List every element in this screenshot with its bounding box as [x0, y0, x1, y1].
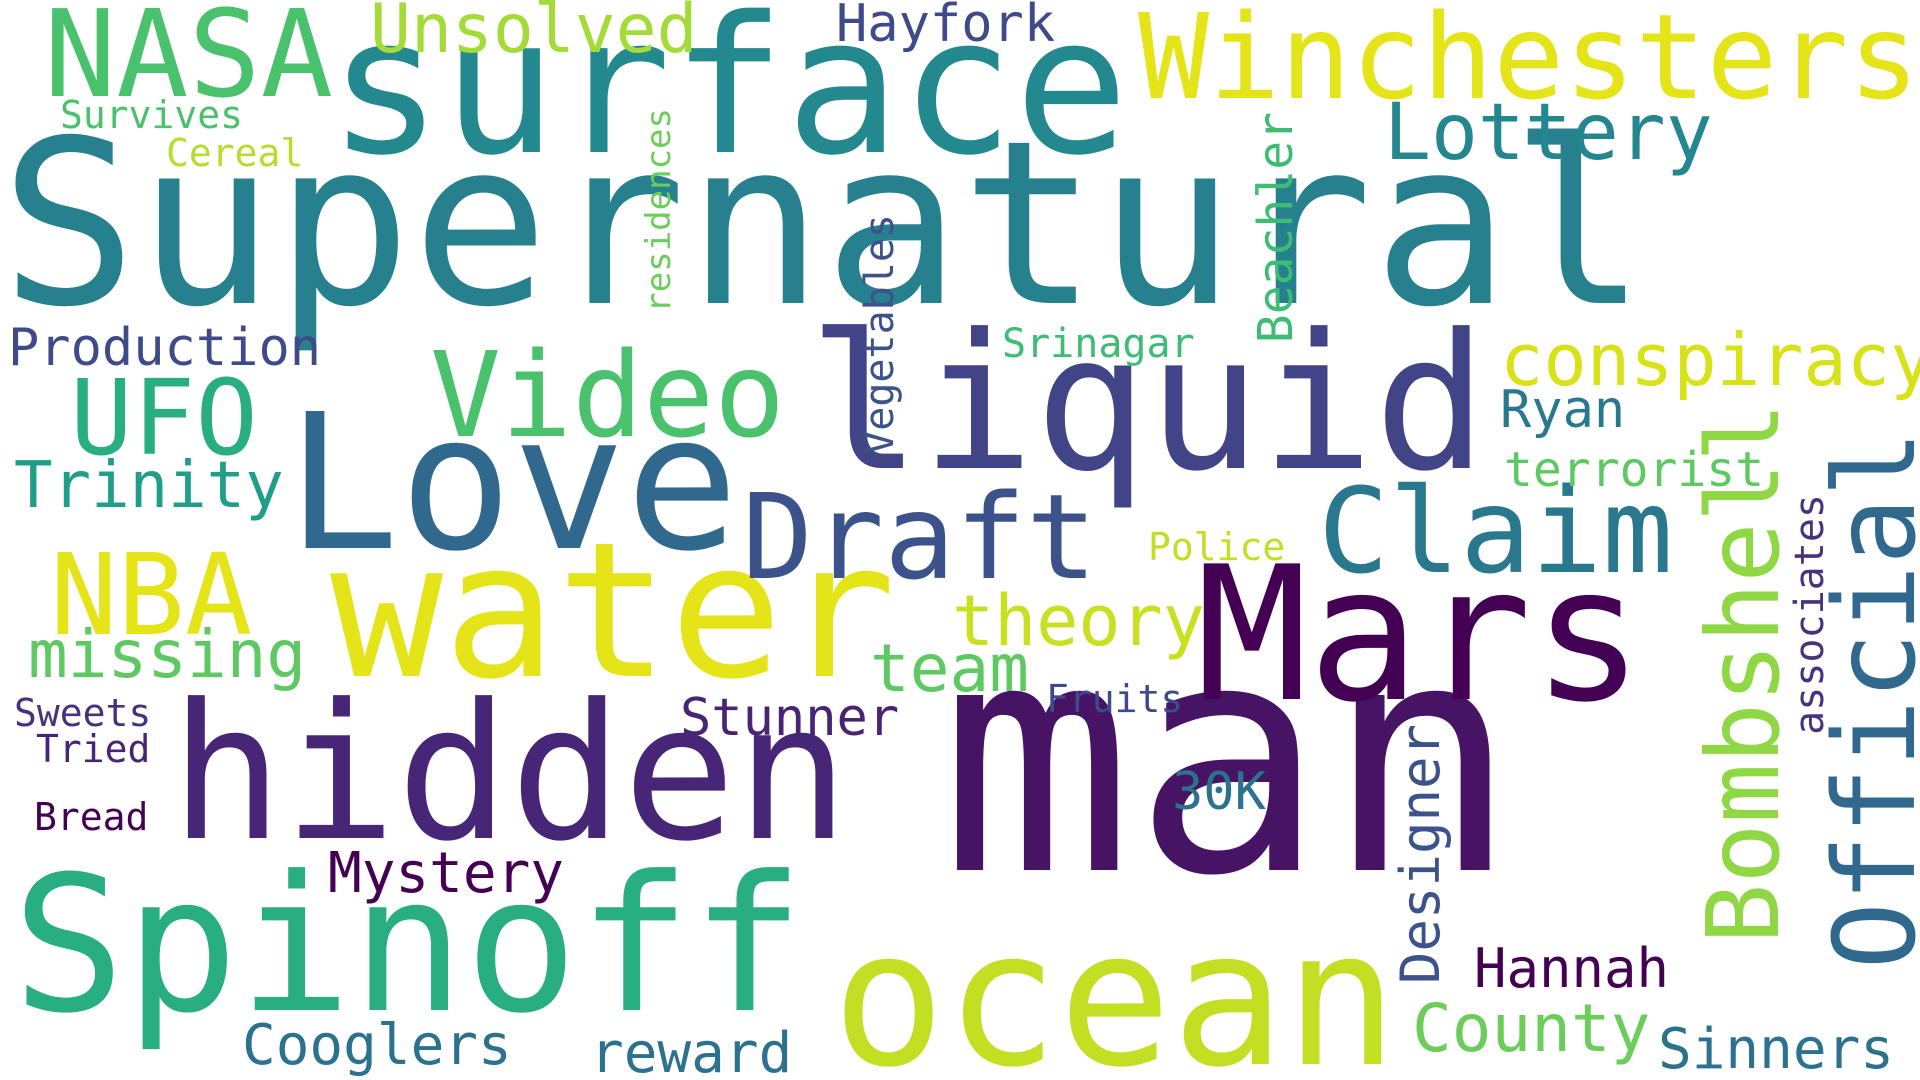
word-supernatural: Supernatural: [0, 91, 1648, 357]
word-ufo: UFO: [70, 357, 258, 479]
word-sinners: Sinners: [1658, 1017, 1895, 1080]
word-love: Love: [286, 374, 739, 593]
word-fruits: Fruits: [1046, 677, 1184, 721]
word-water: water: [330, 502, 896, 721]
word-cereal: Cereal: [166, 131, 304, 175]
word-terrorist: terrorist: [1504, 442, 1765, 498]
word-missing: missing: [28, 616, 307, 693]
word-tried: Tried: [36, 727, 151, 771]
word-vegetables: Vegetables: [857, 214, 903, 455]
word-stunner: Stunner: [680, 688, 900, 748]
word-winchesters: Winchesters: [1138, 0, 1920, 126]
word-ocean: ocean: [832, 890, 1398, 1080]
word-cooglers: Cooglers: [242, 1013, 512, 1078]
word-30k: 30K: [1172, 762, 1266, 822]
word-bread: Bread: [34, 795, 149, 839]
word-reward: reward: [590, 1021, 793, 1080]
word-designer: Designer: [1389, 724, 1452, 985]
word-nba: NBA: [50, 531, 253, 661]
word-liquid: liquid: [808, 294, 1488, 513]
word-police: Police: [1148, 525, 1286, 569]
word-srinagar: Srinagar: [1002, 321, 1195, 367]
word-sweets: Sweets: [14, 691, 152, 735]
word-hannah: Hannah: [1474, 937, 1670, 1000]
word-hidden: hidden: [170, 664, 850, 883]
word-lottery: Lottery: [1384, 88, 1713, 178]
word-bombshell: Bombshell: [1685, 402, 1802, 944]
word-county: County: [1412, 990, 1651, 1067]
word-team: team: [870, 630, 1029, 707]
word-theory: theory: [952, 580, 1205, 662]
word-production: Production: [8, 318, 322, 378]
word-survives: Survives: [60, 93, 244, 137]
word-ryan: Ryan: [1500, 380, 1626, 440]
word-draft: Draft: [742, 468, 1098, 606]
word-mystery: Mystery: [328, 841, 565, 906]
word-conspiracy: conspiracy: [1500, 318, 1920, 402]
word-trinity: Trinity: [14, 449, 284, 523]
word-claim: Claim: [1318, 462, 1674, 600]
word-surface: surface: [328, 0, 1129, 197]
word-nasa: NASA: [44, 0, 333, 125]
word-mars: Mars: [1196, 526, 1644, 743]
word-official: Official: [1811, 430, 1920, 970]
word-man: man: [940, 574, 1518, 946]
word-beachler: Beachler: [1248, 112, 1304, 344]
word-spinoff: Spinoff: [12, 836, 805, 1055]
word-associates: associates: [1787, 494, 1833, 735]
word-hayfork: Hayfork: [836, 0, 1056, 54]
word-unsolved: Unsolved: [370, 0, 698, 69]
word-video: Video: [430, 326, 786, 464]
word-residences: residences: [639, 108, 679, 313]
